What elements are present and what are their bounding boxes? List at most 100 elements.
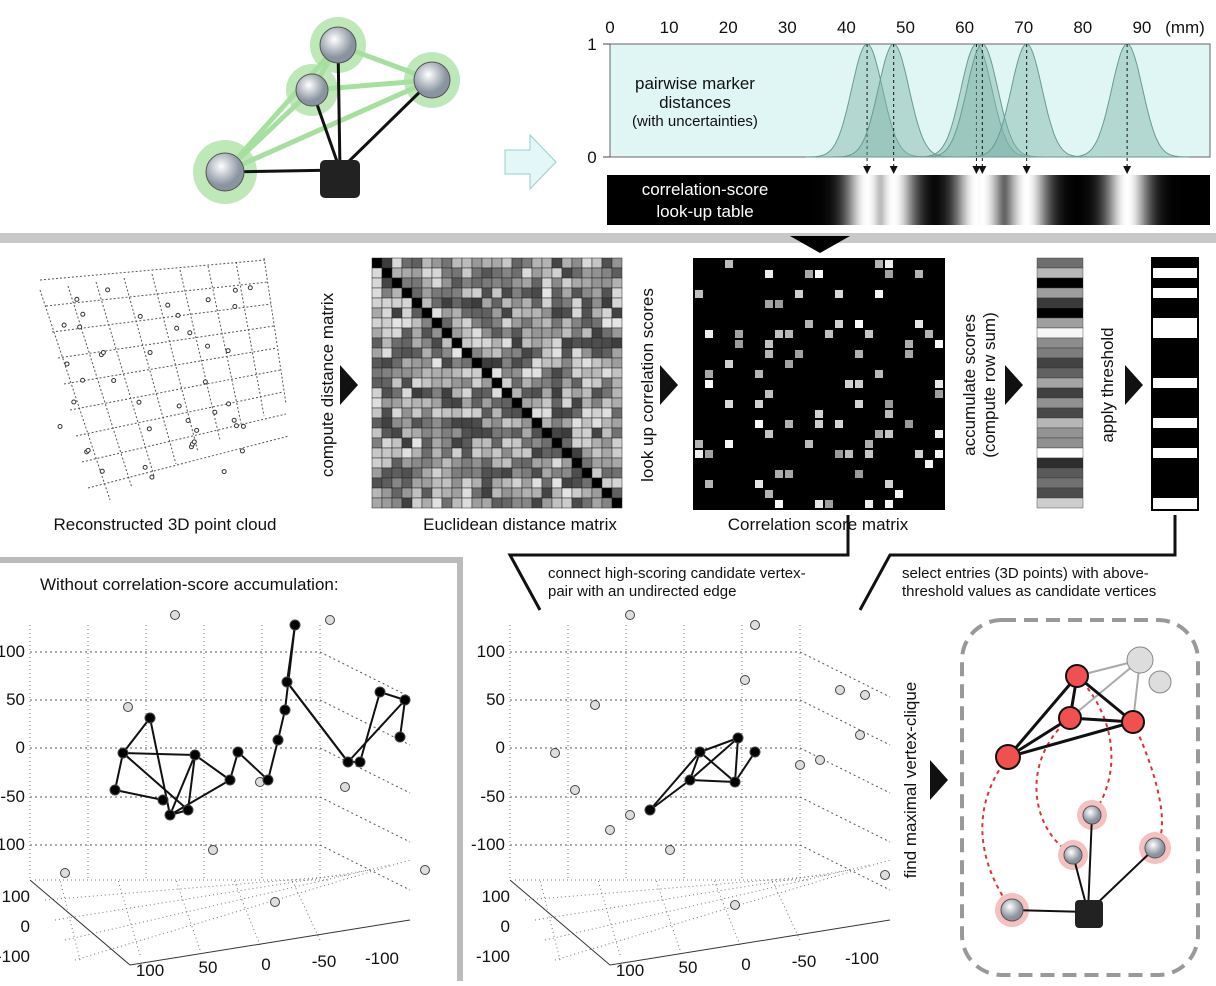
matrix-cell — [452, 478, 462, 488]
matrix-cell — [552, 328, 562, 338]
matrix-cell — [432, 258, 442, 268]
matrix-cell — [382, 398, 392, 408]
matrix-cell — [612, 428, 622, 438]
matrix-cell — [612, 478, 622, 488]
threshold-cell — [1152, 368, 1198, 378]
matrix-cell — [502, 368, 512, 378]
matrix-cell — [482, 268, 492, 278]
matrix-cell — [502, 478, 512, 488]
matrix-cell — [512, 308, 522, 318]
matrix-cell — [795, 350, 803, 358]
matrix-cell — [572, 408, 582, 418]
matrix-cell — [885, 260, 893, 268]
matrix-cell — [875, 430, 883, 438]
threshold-cell — [1152, 278, 1198, 288]
matrix-cell — [432, 338, 442, 348]
matrix-cell — [582, 478, 592, 488]
matrix-cell — [472, 298, 482, 308]
point — [138, 314, 142, 318]
matrix-cell — [462, 438, 472, 448]
threshold-cell — [1152, 488, 1198, 498]
matrix-cell — [572, 478, 582, 488]
matrix-cell — [552, 378, 562, 388]
matrix-cell — [592, 468, 602, 478]
matrix-cell — [582, 428, 592, 438]
matrix-cell — [462, 258, 472, 268]
x-tick-label: 60 — [955, 18, 974, 37]
rowsum-cell — [1037, 308, 1083, 318]
grid — [236, 262, 264, 416]
matrix-cell — [422, 258, 432, 268]
matrix-cell — [522, 268, 532, 278]
matrix-cell — [542, 478, 552, 488]
matrix-cell — [542, 338, 552, 348]
matrix-cell — [602, 498, 612, 508]
matrix-cell — [372, 388, 382, 398]
matrix-cell — [835, 290, 843, 298]
matrix-cell — [432, 288, 442, 298]
matrix-cell — [402, 438, 412, 448]
matrix-cell — [452, 308, 462, 318]
matrix-cell — [562, 338, 572, 348]
matrix-cell — [442, 308, 452, 318]
point — [750, 747, 760, 757]
threshold-cell — [1152, 388, 1198, 398]
matrix-cell — [432, 438, 442, 448]
matrix-cell — [482, 378, 492, 388]
matrix-cell — [592, 288, 602, 298]
matrix-cell — [442, 278, 452, 288]
point — [626, 811, 635, 820]
matrix-cell — [522, 408, 532, 418]
matrix-cell — [542, 388, 552, 398]
point — [226, 349, 230, 353]
matrix-cell — [502, 488, 512, 498]
point — [591, 701, 600, 710]
matrix-cell — [905, 340, 913, 348]
matrix-cell — [462, 398, 472, 408]
matrix-cell — [532, 278, 542, 288]
matrix-cell — [452, 398, 462, 408]
matrix-cell — [372, 328, 382, 338]
matrix-cell — [855, 400, 863, 408]
matrix-cell — [602, 488, 612, 498]
matrix-cell — [442, 448, 452, 458]
matrix-cell — [462, 278, 472, 288]
threshold-cell — [1152, 318, 1198, 328]
matrix-cell — [612, 298, 622, 308]
matrix-cell — [442, 388, 452, 398]
point — [81, 378, 85, 382]
matrix-cell — [602, 308, 612, 318]
matrix-cell — [612, 498, 622, 508]
y-tick-label: 0 — [501, 917, 510, 936]
point — [72, 400, 76, 404]
matrix-cell — [582, 468, 592, 478]
matrix-cell — [422, 368, 432, 378]
point — [190, 750, 200, 760]
matrix-cell — [512, 408, 522, 418]
matrix-cell — [422, 348, 432, 358]
lookup-label: look-up table — [656, 202, 753, 221]
matrix-cell — [582, 398, 592, 408]
matrix-cell — [412, 458, 422, 468]
rowsum-cell — [1037, 318, 1083, 328]
matrix-cell — [582, 328, 592, 338]
grid — [65, 865, 390, 940]
matrix-cell — [935, 340, 943, 348]
matrix-cell — [522, 488, 532, 498]
matrix-cell — [522, 328, 532, 338]
annotation: threshold values as candidate vertices — [902, 583, 1156, 600]
matrix-cell — [392, 468, 402, 478]
matrix-cell — [572, 328, 582, 338]
point — [861, 691, 870, 700]
matrix-cell — [612, 378, 622, 388]
point — [290, 620, 300, 630]
matrix-cell — [735, 340, 743, 348]
matrix-cell — [522, 438, 532, 448]
matrix-cell — [562, 288, 572, 298]
x-tick-label: 100 — [616, 961, 644, 980]
threshold-cell — [1152, 398, 1198, 408]
matrix-cell — [402, 478, 412, 488]
matrix-cell — [705, 480, 713, 488]
matrix-cell — [482, 488, 492, 498]
edge — [287, 682, 348, 762]
